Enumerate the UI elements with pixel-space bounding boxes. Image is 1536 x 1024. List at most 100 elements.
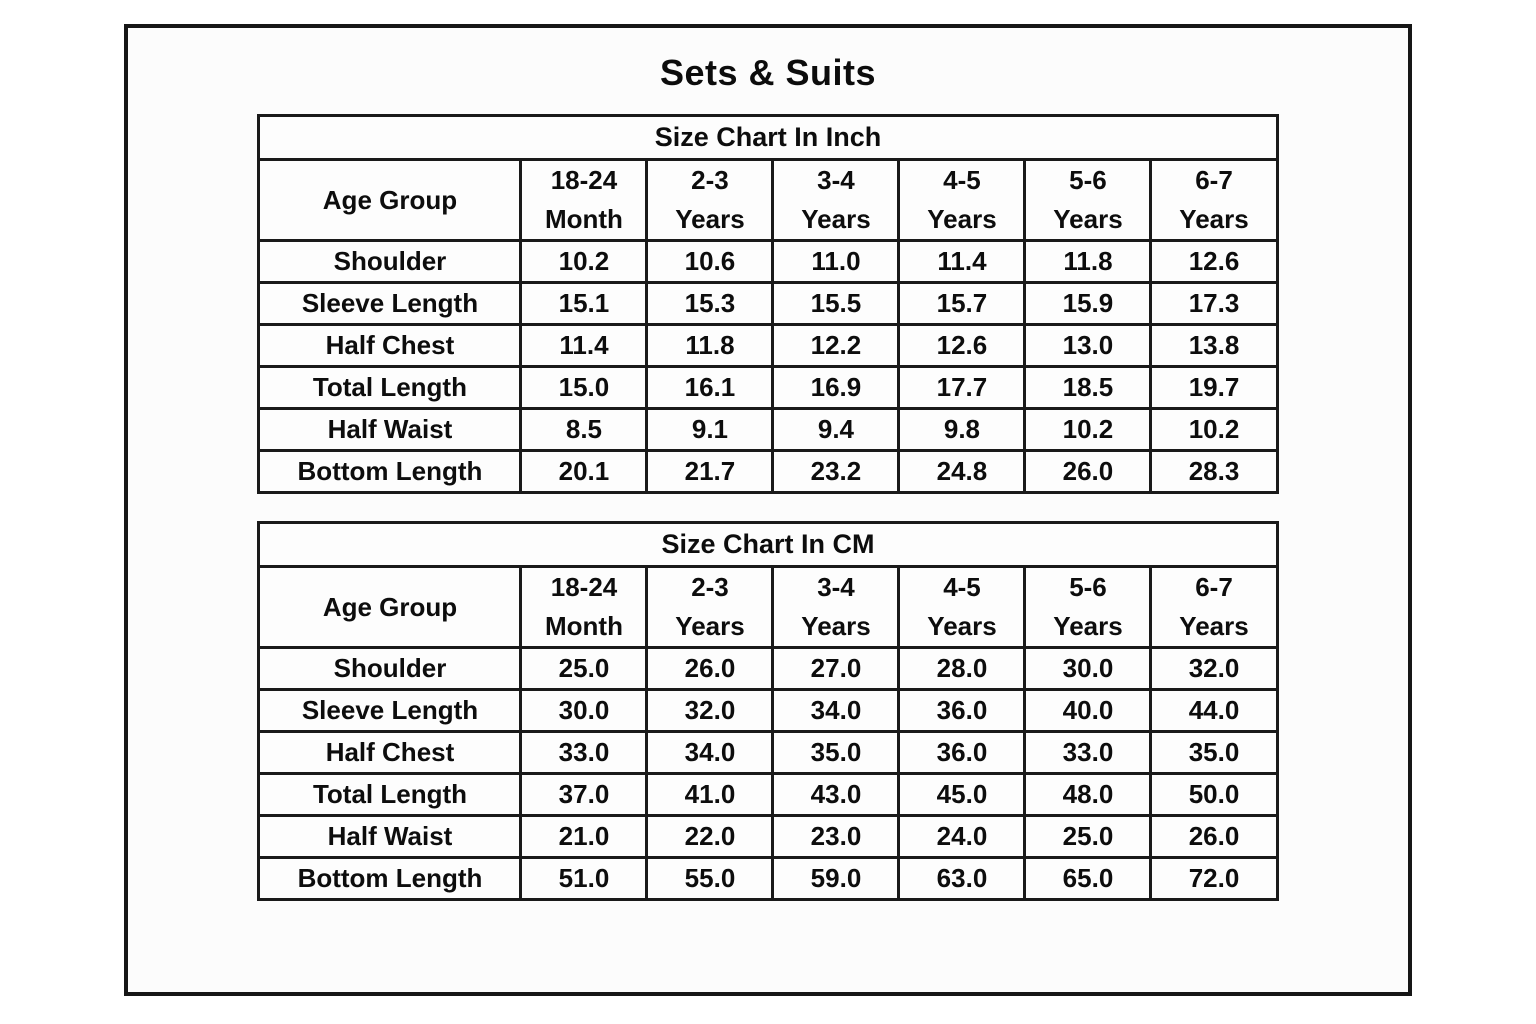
value-cell: 11.4 [519,323,649,368]
row-label: Sleeve Length [257,688,523,733]
row-label: Sleeve Length [257,281,523,326]
value-cell: 9.8 [897,407,1027,452]
value-cell: 48.0 [1023,772,1153,817]
column-header-line2: Years [1053,611,1123,641]
value-cell: 28.3 [1149,449,1279,494]
size-chart-inch-container: Size Chart In Inch Age Group 18-24 Month 2-3… [128,114,1408,494]
value-cell: 36.0 [897,730,1027,775]
age-group-header: Age Group [257,158,523,242]
column-header: 3-4 Years [771,158,901,242]
value-cell: 13.0 [1023,323,1153,368]
value-cell: 23.0 [771,814,901,859]
value-cell: 45.0 [897,772,1027,817]
row-label: Shoulder [257,239,523,284]
table-row: Total Length 37.0 41.0 43.0 45.0 48.0 50.0 [257,772,1279,817]
value-cell: 59.0 [771,856,901,901]
column-header: 4-5 Years [897,158,1027,242]
column-header-line1: 5-6 [1069,165,1107,195]
column-header: 18-24 Month [519,565,649,649]
column-header-line2: Years [675,204,745,234]
value-cell: 26.0 [645,646,775,691]
table-row: Half Chest 33.0 34.0 35.0 36.0 33.0 35.0 [257,730,1279,775]
value-cell: 50.0 [1149,772,1279,817]
value-cell: 16.1 [645,365,775,410]
column-header-line1: 18-24 [550,572,618,602]
value-cell: 30.0 [519,688,649,733]
value-cell: 32.0 [1149,646,1279,691]
value-cell: 24.0 [897,814,1027,859]
value-cell: 15.5 [771,281,901,326]
value-cell: 43.0 [771,772,901,817]
value-cell: 40.0 [1023,688,1153,733]
value-cell: 26.0 [1149,814,1279,859]
row-label: Half Chest [257,730,523,775]
value-cell: 22.0 [645,814,775,859]
row-label: Half Chest [257,323,523,368]
value-cell: 37.0 [519,772,649,817]
column-header: 3-4 Years [771,565,901,649]
value-cell: 33.0 [1023,730,1153,775]
column-header-line1: 3-4 [817,572,855,602]
column-header-line2: Month [545,611,623,641]
column-header-line2: Month [544,204,623,234]
row-label: Bottom Length [257,449,523,494]
value-cell: 17.3 [1149,281,1279,326]
value-cell: 21.7 [645,449,775,494]
value-cell: 36.0 [897,688,1027,733]
value-cell: 55.0 [645,856,775,901]
value-cell: 25.0 [519,646,649,691]
value-cell: 11.8 [645,323,775,368]
column-header-line1: 5-6 [1069,572,1107,602]
table-title: Size Chart In CM [257,521,1279,568]
value-cell: 15.9 [1023,281,1153,326]
value-cell: 28.0 [897,646,1027,691]
column-header-line1: 4-5 [943,572,981,602]
value-cell: 30.0 [1023,646,1153,691]
column-header-line1: 2-3 [691,572,729,602]
size-chart-cm-container: Size Chart In CM Age Group 18-24 Month 2-3 Ye… [128,521,1408,901]
column-header-line1: 3-4 [817,165,855,195]
table-row: Sleeve Length 30.0 32.0 34.0 36.0 40.0 44.0 [257,688,1279,733]
column-header-line1: 6-7 [1195,165,1233,195]
value-cell: 10.2 [1149,407,1279,452]
value-cell: 34.0 [645,730,775,775]
column-header-line1: 6-7 [1195,572,1233,602]
column-header-row: Age Group 18-24 Month 2-3 Years 3-4 Years 4-5 Ye… [257,565,1279,649]
row-label: Bottom Length [257,856,523,901]
value-cell: 11.0 [771,239,901,284]
table-title: Size Chart In Inch [257,114,1279,161]
value-cell: 10.6 [645,239,775,284]
value-cell: 9.1 [645,407,775,452]
column-header: 6-7 Years [1149,158,1279,242]
value-cell: 19.7 [1149,365,1279,410]
size-table: Size Chart In Inch Age Group 18-24 Month 2-3… [257,114,1279,494]
table-row: Half Chest 11.4 11.8 12.2 12.6 13.0 13.8 [257,323,1279,368]
row-label: Half Waist [257,407,523,452]
outer-frame: Sets & Suits Size Chart In Inch Age Group… [124,24,1412,996]
value-cell: 41.0 [645,772,775,817]
value-cell: 15.7 [897,281,1027,326]
column-header: 2-3 Years [645,158,775,242]
column-header-line1: 18-24 [550,165,618,195]
row-label: Total Length [257,365,523,410]
column-header: 6-7 Years [1149,565,1279,649]
table-row: Sleeve Length 15.1 15.3 15.5 15.7 15.9 17.3 [257,281,1279,326]
value-cell: 27.0 [771,646,901,691]
value-cell: 63.0 [897,856,1027,901]
value-cell: 23.2 [771,449,901,494]
value-cell: 65.0 [1023,856,1153,901]
column-header-line1: 2-3 [691,165,729,195]
column-header: 18-24 Month [519,158,649,242]
value-cell: 15.3 [645,281,775,326]
table-row: Shoulder 10.2 10.6 11.0 11.4 11.8 12.6 [257,239,1279,284]
column-header-line2: Years [1179,611,1249,641]
column-header: 5-6 Years [1023,158,1153,242]
table-row: Half Waist 8.5 9.1 9.4 9.8 10.2 10.2 [257,407,1279,452]
column-header-line2: Years [1179,204,1249,234]
value-cell: 24.8 [897,449,1027,494]
value-cell: 32.0 [645,688,775,733]
value-cell: 13.8 [1149,323,1279,368]
row-label: Shoulder [257,646,523,691]
column-header-line1: 4-5 [943,165,981,195]
column-header-line2: Years [927,204,997,234]
